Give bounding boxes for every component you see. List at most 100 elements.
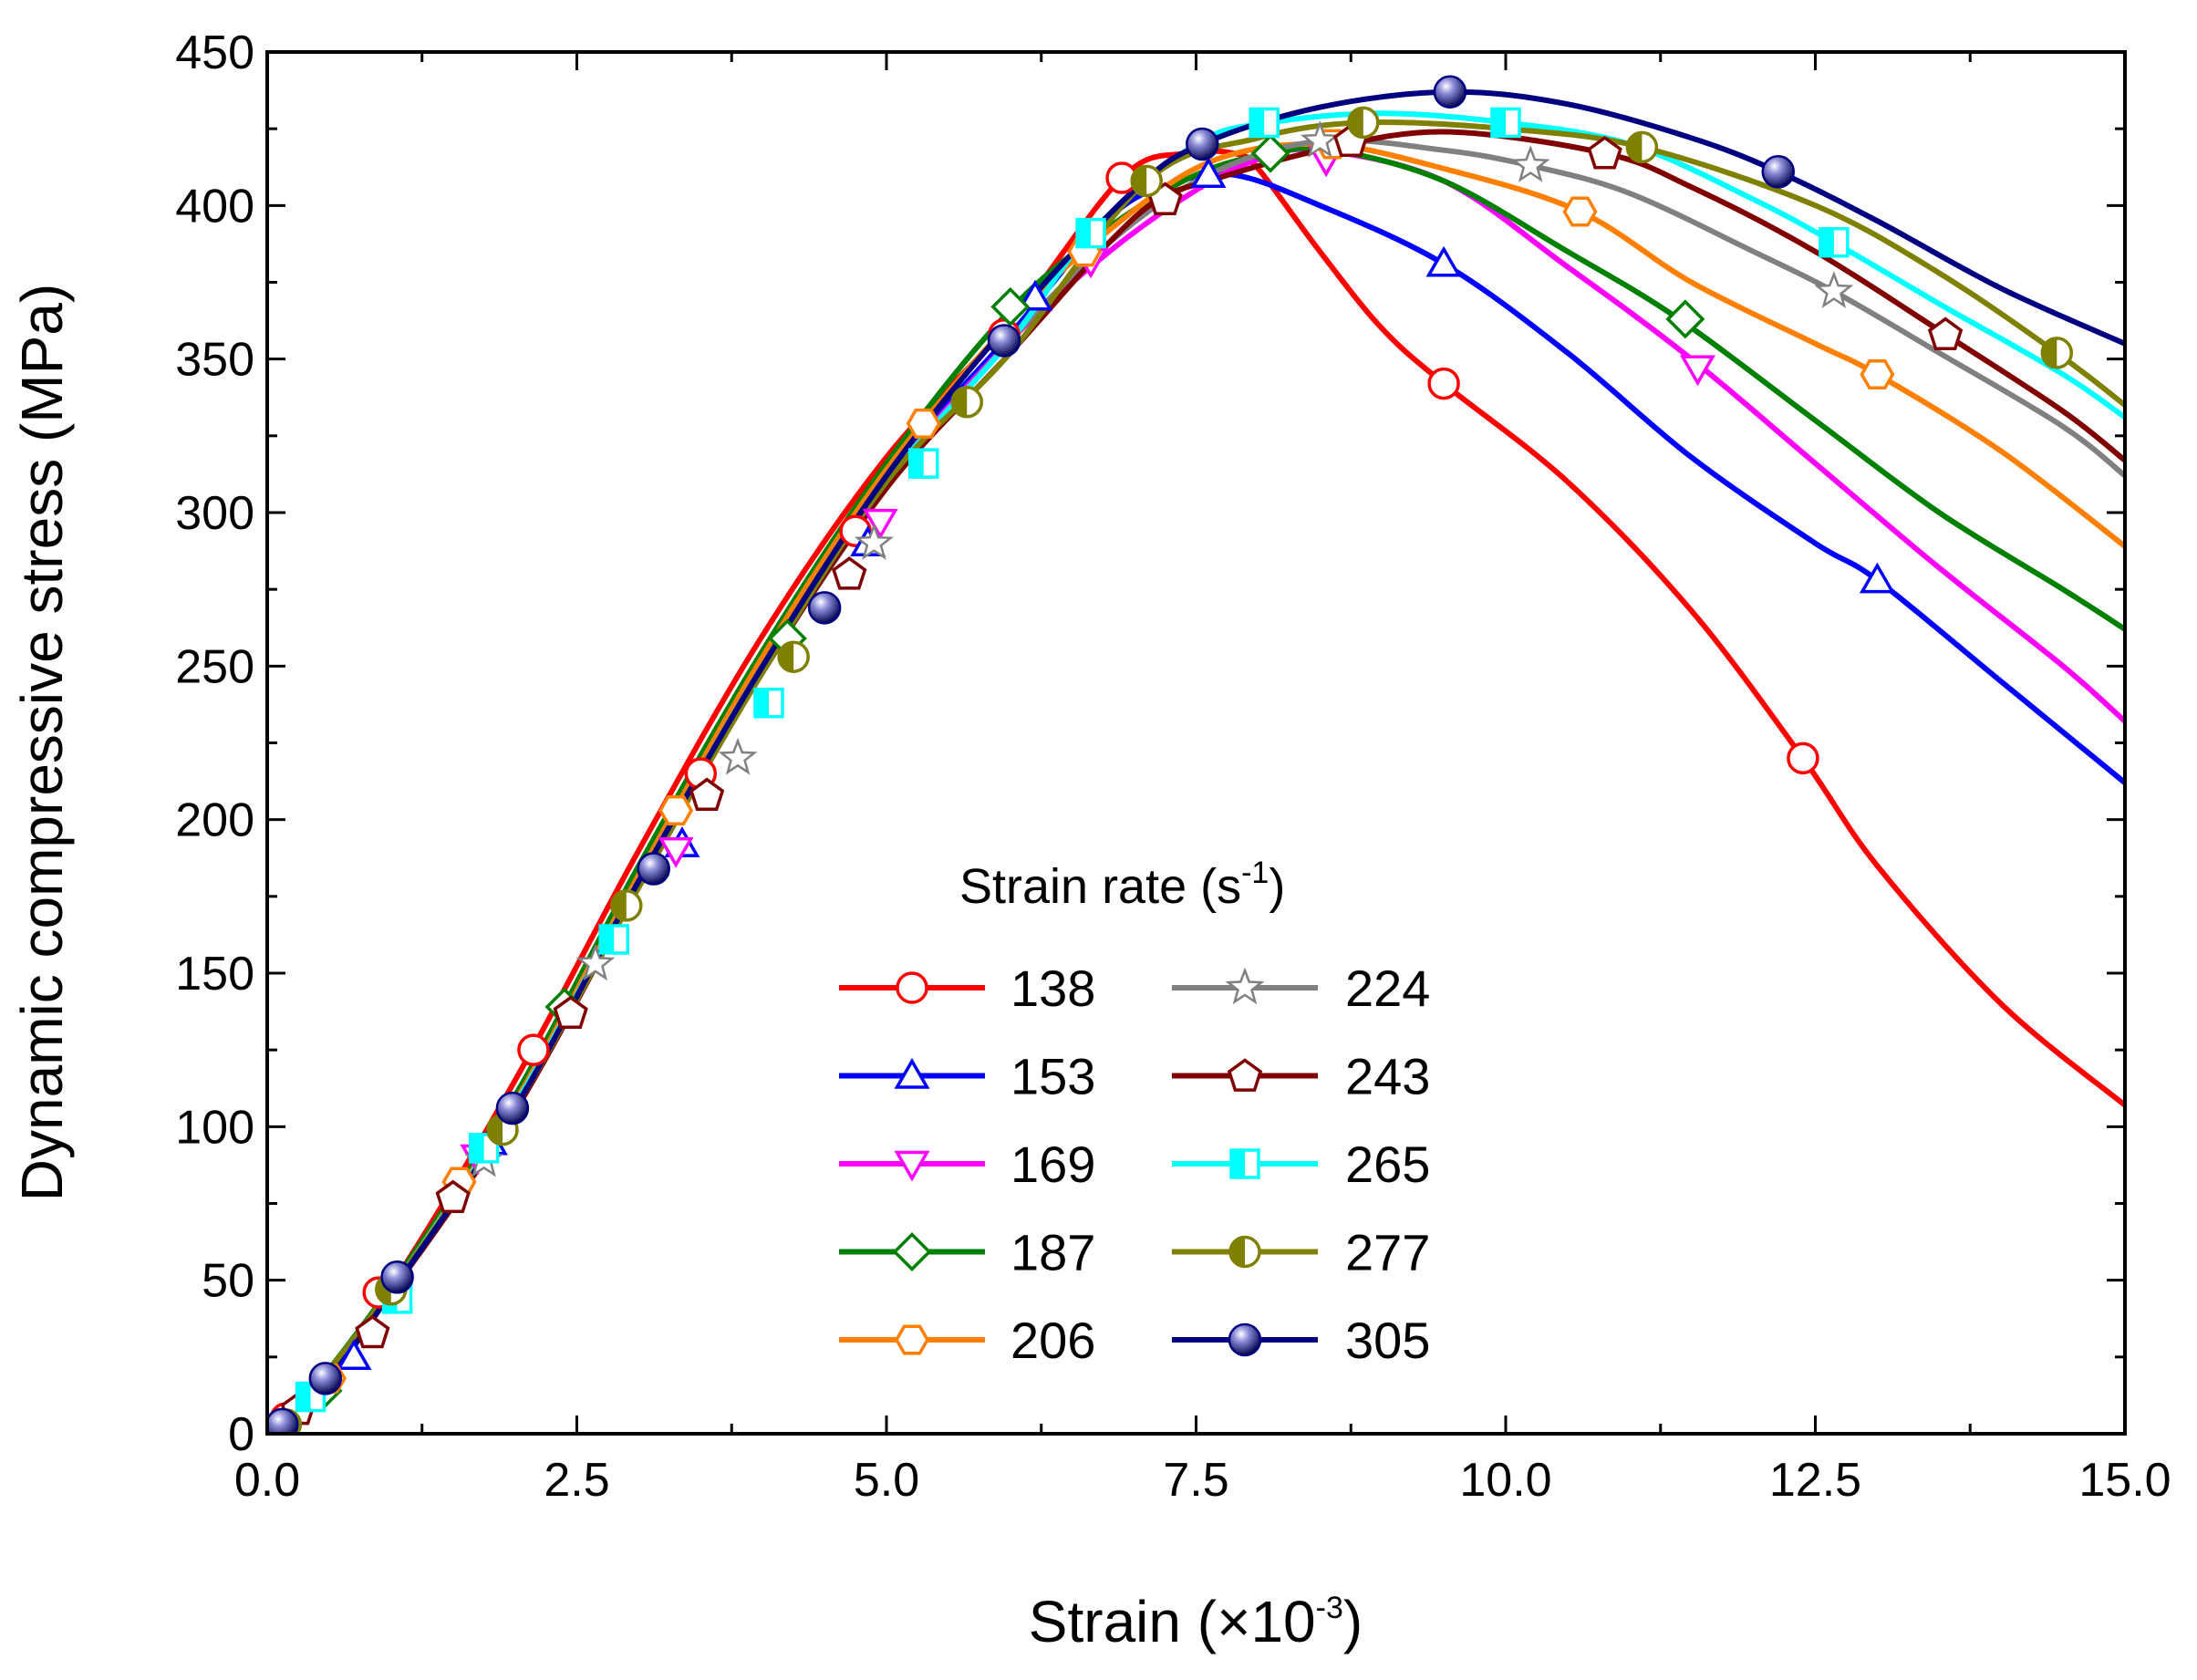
data-point-153 xyxy=(1190,157,1227,188)
data-point-277 xyxy=(777,640,810,673)
data-point-224 xyxy=(1300,120,1340,158)
legend-label-153: 153 xyxy=(1010,1048,1095,1105)
data-point-277 xyxy=(950,386,984,419)
x-tick-label: 2.5 xyxy=(544,1454,609,1507)
x-tick-label: 7.5 xyxy=(1163,1454,1228,1507)
y-tick-label: 100 xyxy=(175,1101,254,1154)
legend-item-206: 206 xyxy=(839,1312,1095,1369)
legend-items: 138 153 169 187 206 224 243 265 277 305 xyxy=(839,959,1430,1369)
data-point-305 xyxy=(380,1260,414,1294)
data-point-265 xyxy=(1819,226,1850,258)
data-point-224 xyxy=(1814,271,1854,308)
data-point-206 xyxy=(1860,359,1895,389)
legend-marker-169 xyxy=(894,1150,930,1182)
x-tick-label: 12.5 xyxy=(1769,1454,1861,1507)
series-line-224 xyxy=(283,137,2125,1427)
data-point-305 xyxy=(637,852,670,886)
y-axis-title: Dynamic compressive stress (MPa) xyxy=(9,284,75,1201)
series-layer xyxy=(279,88,2125,1427)
legend-item-153: 153 xyxy=(839,1048,1095,1105)
legend-label-169: 169 xyxy=(1010,1136,1095,1193)
x-tick-label: 10.0 xyxy=(1459,1454,1551,1507)
legend-item-138: 138 xyxy=(839,959,1095,1017)
data-point-206 xyxy=(906,408,941,439)
data-point-224 xyxy=(575,943,616,981)
legend-marker-138 xyxy=(896,971,928,1004)
data-point-153 xyxy=(1859,562,1895,594)
data-point-265 xyxy=(753,687,784,719)
data-point-265 xyxy=(907,448,939,479)
legend-item-187: 187 xyxy=(839,1224,1095,1281)
data-point-277 xyxy=(1625,130,1659,164)
series-line-169 xyxy=(283,146,2125,1427)
data-point-153 xyxy=(1425,245,1462,277)
data-point-277 xyxy=(610,889,643,922)
data-point-153 xyxy=(1017,279,1053,311)
legend-marker-305 xyxy=(1228,1322,1262,1357)
legend-label-265: 265 xyxy=(1345,1136,1430,1193)
series-line-138 xyxy=(283,148,2125,1427)
x-axis-title-close: ) xyxy=(1343,1589,1363,1654)
legend-title: Strain rate (s-1) xyxy=(959,856,1285,914)
data-point-138 xyxy=(1787,741,1819,775)
legend-label-305: 305 xyxy=(1345,1312,1430,1369)
data-point-277 xyxy=(2040,337,2074,369)
legend-label-138: 138 xyxy=(1010,959,1095,1017)
legend-label-187: 187 xyxy=(1010,1224,1095,1281)
y-tick-label: 250 xyxy=(175,640,254,693)
legend-label-277: 277 xyxy=(1345,1224,1430,1281)
data-point-206 xyxy=(658,795,694,826)
series-line-305 xyxy=(279,88,2125,1427)
series-line-243 xyxy=(283,129,2125,1427)
x-axis-title-sup: -3 xyxy=(1316,1591,1343,1625)
data-point-277 xyxy=(1347,106,1380,140)
data-point-305 xyxy=(1186,127,1219,161)
legend-item-224: 224 xyxy=(1172,959,1430,1017)
data-point-169 xyxy=(658,837,694,868)
data-point-169 xyxy=(1679,355,1715,387)
data-point-305 xyxy=(267,1407,299,1434)
data-point-265 xyxy=(1490,107,1521,139)
legend-item-169: 169 xyxy=(839,1136,1095,1193)
data-point-243 xyxy=(689,777,725,812)
y-tick-label: 50 xyxy=(202,1255,254,1308)
data-point-243 xyxy=(832,556,867,590)
legend-marker-265 xyxy=(1229,1148,1260,1179)
legend-marker-277 xyxy=(1228,1235,1261,1269)
data-point-187 xyxy=(990,286,1031,327)
legend: Strain rate (s-1) 138 153 169 187 206 224 243 2… xyxy=(839,856,1430,1369)
data-point-265 xyxy=(598,924,629,955)
y-tick-label: 400 xyxy=(175,180,254,233)
data-point-187 xyxy=(1250,133,1290,173)
data-point-265 xyxy=(1075,217,1106,249)
legend-item-277: 277 xyxy=(1172,1224,1430,1281)
data-point-243 xyxy=(1927,316,1964,351)
legend-item-265: 265 xyxy=(1172,1136,1430,1193)
series-line-206 xyxy=(283,140,2125,1427)
data-point-169 xyxy=(862,508,898,540)
data-point-305 xyxy=(495,1091,530,1125)
legend-title-sup: -1 xyxy=(1241,856,1269,890)
data-point-187 xyxy=(1665,299,1705,339)
data-point-305 xyxy=(308,1362,343,1395)
data-point-305 xyxy=(1761,155,1796,189)
series-line-277 xyxy=(283,119,2125,1427)
legend-marker-187 xyxy=(892,1232,932,1271)
series-line-265 xyxy=(283,110,2125,1427)
plot-frame xyxy=(265,50,2127,1436)
data-point-243 xyxy=(355,1314,390,1349)
data-point-153 xyxy=(336,1339,372,1371)
legend-title-main: Strain rate (s xyxy=(959,859,1241,914)
legend-item-243: 243 xyxy=(1172,1048,1430,1105)
y-tick-label: 150 xyxy=(175,948,254,1001)
legend-marker-243 xyxy=(1227,1058,1263,1092)
data-point-265 xyxy=(1249,107,1280,139)
data-point-277 xyxy=(1130,164,1163,198)
y-tick-label: 350 xyxy=(175,334,254,387)
legend-item-305: 305 xyxy=(1172,1312,1430,1369)
data-point-305 xyxy=(1433,75,1467,109)
x-axis-title: Strain (×10-3) xyxy=(1029,1589,1363,1654)
axes-layer: 0.0 2.5 5.0 7.5 10.0 12.5 15.0 0 50 100 150 200 250 3… xyxy=(175,26,2171,1507)
data-point-243 xyxy=(553,995,588,1030)
